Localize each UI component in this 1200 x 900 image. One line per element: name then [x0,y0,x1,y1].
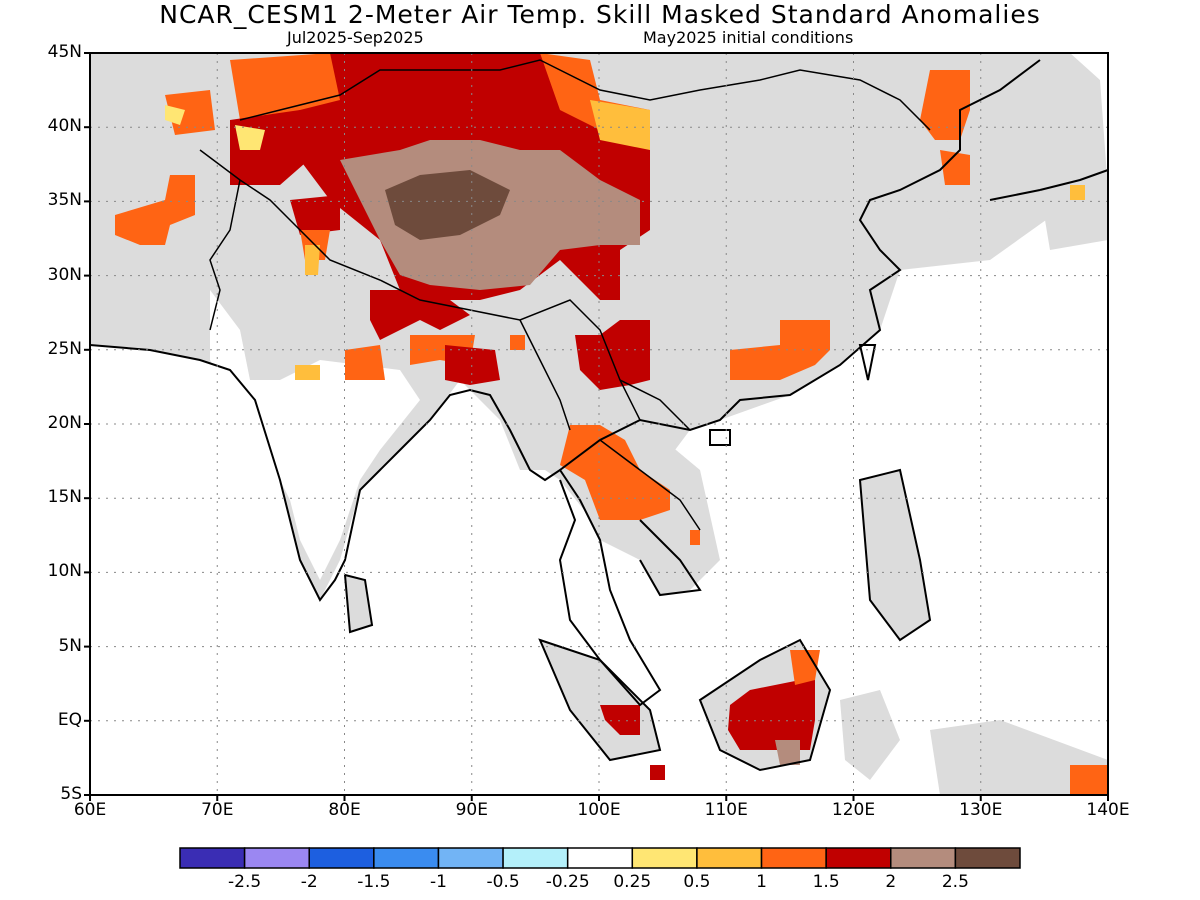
colorbar-label: 1.5 [812,872,840,892]
colorbar-label: -1 [429,872,447,892]
latitude-label: 20N [47,413,82,433]
latitude-label: 5N [58,635,82,656]
colorbar-swatch [631,847,698,869]
colorbar-swatch [825,847,892,869]
longitude-label: 90E [455,800,488,820]
longitude-label: 80E [328,800,361,820]
colorbar-label: -0.25 [545,872,590,892]
latitude-label: 45N [47,42,82,62]
longitude-label: 70E [201,800,234,820]
country-borders [199,59,931,531]
colorbar [179,847,1021,869]
colorbar-label: 2 [885,872,897,892]
longitude-label: 100E [577,800,621,820]
colorbar-label: -2.5 [228,872,262,892]
initial-conditions: May2025 initial conditions [643,28,854,47]
axis-ticks [84,52,1109,801]
forecast-period: Jul2025-Sep2025 [287,28,424,47]
latitude-label: 30N [47,264,82,285]
colorbar-swatch [890,847,957,869]
longitude-label: 140E [1086,800,1130,820]
colorbar-swatch [437,847,504,869]
colorbar-swatch [696,847,763,869]
colorbar-swatch [760,847,827,869]
colorbar-label: 0.25 [613,872,652,892]
colorbar-swatch [308,847,375,869]
latitude-label: 35N [47,190,82,211]
colorbar-label: 2.5 [941,872,969,892]
latitude-label: 10N [47,561,82,582]
longitude-label: 130E [959,800,1003,820]
colorbar-swatch [179,847,246,869]
latitude-label: 25N [47,338,82,359]
longitude-label: 60E [73,800,107,820]
map-title: NCAR_CESM1 2-Meter Air Temp. Skill Maske… [159,0,1041,29]
india-no-signal [210,290,420,580]
latitude-label: EQ [57,709,82,730]
latitude-label: 5S [60,784,82,804]
colorbar-label: -1.5 [357,872,391,892]
colorbar-swatch [373,847,440,869]
colorbar-label: 0.5 [683,872,711,892]
colorbar-swatch [566,847,634,869]
colorbar-swatch [502,847,569,869]
colorbar-label: -0.5 [486,872,520,892]
colorbar-label: -2 [300,872,318,892]
colorbar-label: 1 [756,872,767,892]
longitude-label: 110E [704,800,748,820]
colorbar-swatch [954,847,1021,869]
colorbar-swatch [243,847,310,869]
gridlines [90,53,1108,795]
longitude-label: 120E [831,800,876,820]
anomaly-patches [115,53,1108,795]
coastlines [89,59,1109,772]
latitude-label: 15N [47,487,82,508]
latitude-label: 40N [47,116,82,137]
